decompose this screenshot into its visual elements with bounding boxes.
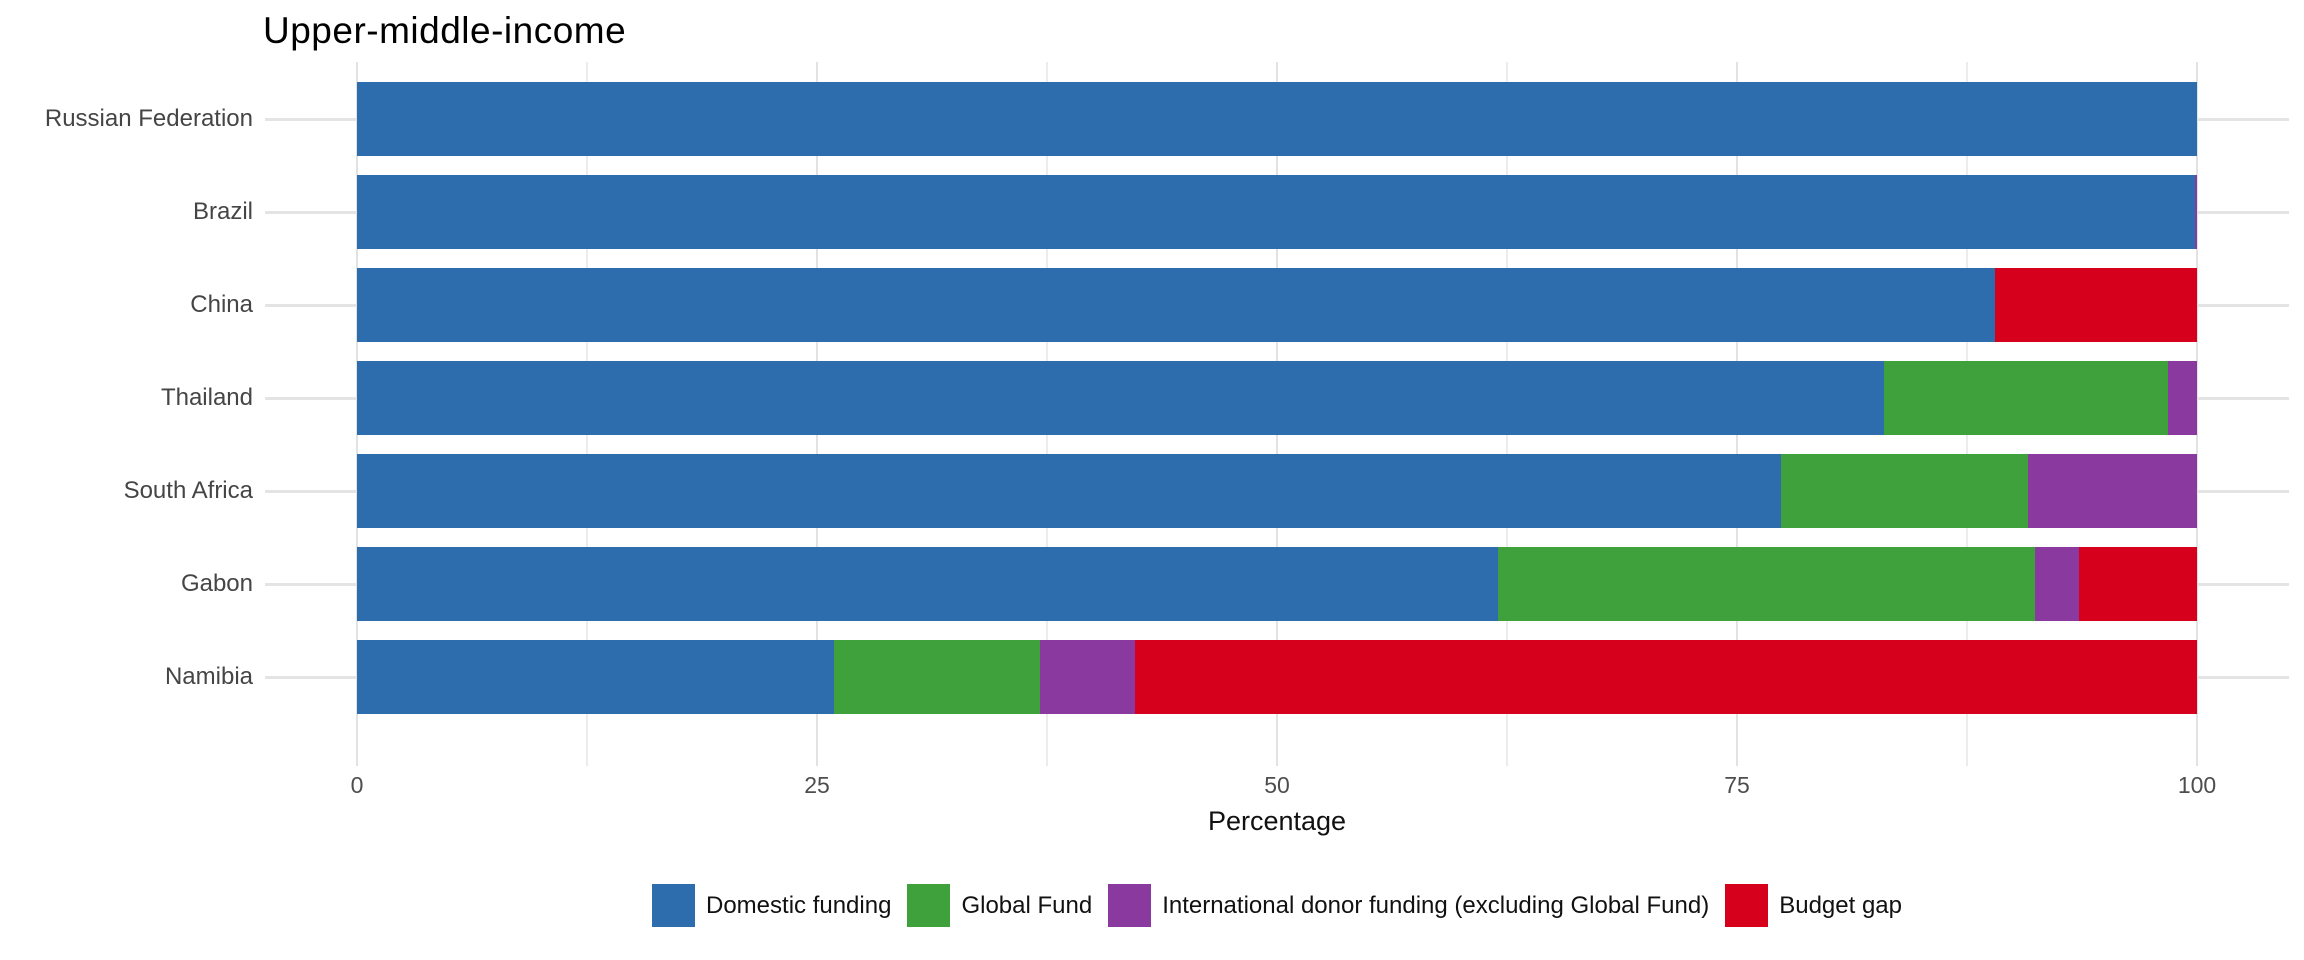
bar-segment — [2035, 547, 2080, 621]
bar-segment — [1135, 640, 2197, 714]
legend-label: Budget gap — [1779, 891, 1902, 919]
x-axis-tick-label: 50 — [1264, 772, 1290, 798]
legend-swatch-icon — [1725, 884, 1769, 927]
bar-segment — [357, 361, 1885, 435]
y-axis-label: Brazil — [192, 198, 253, 225]
chart-title: Upper-middle-income — [263, 10, 627, 51]
bar-row-south-africa — [357, 454, 2197, 528]
legend-swatch-icon — [652, 884, 695, 927]
bar-row-russian-federation — [357, 82, 2197, 156]
y-axis-label: China — [190, 291, 253, 318]
bar-segment — [2027, 454, 2197, 528]
bar-segment — [357, 454, 1782, 528]
bar-row-china — [357, 268, 2197, 342]
major-gridline-x-100 — [2196, 62, 2198, 766]
bar-segment — [1994, 268, 2197, 342]
legend-item: Global Fund — [907, 884, 1092, 927]
bar-segment — [1039, 640, 1136, 714]
y-axis-label: Russian Federation — [44, 105, 253, 132]
bar-segment — [833, 640, 1040, 714]
bar-segment — [2167, 361, 2197, 435]
x-axis-title: Percentage — [1207, 806, 1347, 836]
bar-row-gabon — [357, 547, 2197, 621]
bar-segment — [1884, 361, 2168, 435]
legend-label: Global Fund — [961, 891, 1093, 919]
y-axis-label: Thailand — [160, 384, 253, 411]
y-axis-label: South Africa — [123, 477, 253, 504]
bar-segment — [2079, 547, 2197, 621]
legend-item: Budget gap — [1725, 884, 1902, 927]
bar-row-brazil — [357, 175, 2197, 249]
x-axis-tick-label: 25 — [804, 772, 830, 798]
bar-segment — [357, 547, 1498, 621]
y-axis-label: Gabon — [180, 570, 253, 597]
legend-label: Domestic funding — [706, 891, 892, 919]
bar-segment — [1781, 454, 2028, 528]
legend-swatch-icon — [1108, 884, 1152, 927]
bar-segment — [357, 175, 2196, 249]
bar-segment — [357, 82, 2197, 156]
bar-segment — [1497, 547, 2036, 621]
bar-segment — [357, 640, 834, 714]
legend-item: International donor funding (excluding G… — [1108, 884, 1709, 927]
x-axis-tick-label: 75 — [1724, 772, 1750, 798]
x-axis-tick-label: 0 — [350, 772, 364, 798]
legend-swatch-icon — [907, 884, 951, 927]
legend-label: International donor funding (excluding G… — [1162, 891, 1710, 919]
bar-segment — [2195, 175, 2197, 249]
x-axis-tick-label: 100 — [2177, 772, 2217, 798]
y-axis-label: Namibia — [164, 663, 253, 690]
bar-segment — [357, 268, 1995, 342]
legend: Domestic funding Global Fund International… — [265, 884, 2289, 927]
bar-row-thailand — [357, 361, 2197, 435]
legend-item: Domestic funding — [652, 884, 891, 927]
bar-row-namibia — [357, 640, 2197, 714]
